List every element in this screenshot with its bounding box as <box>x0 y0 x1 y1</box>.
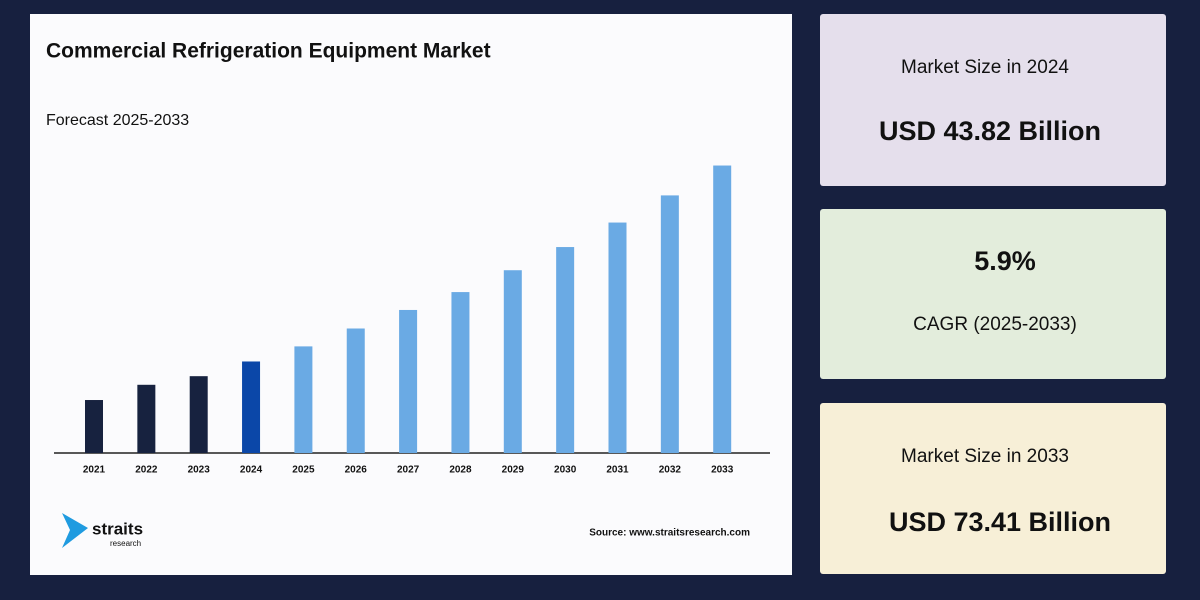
card-value: USD 73.41 Billion <box>889 507 1111 537</box>
logo-name: straits <box>92 519 143 538</box>
x-tick-label: 2033 <box>711 465 734 476</box>
logo-icon <box>62 513 88 548</box>
bar <box>556 247 575 453</box>
x-tick-label: 2032 <box>659 465 682 476</box>
x-tick-label: 2021 <box>83 465 106 476</box>
card-label: CAGR (2025-2033) <box>913 314 1077 335</box>
x-tick-label: 2028 <box>449 465 472 476</box>
x-tick-label: 2024 <box>240 465 263 476</box>
card-value: 5.9% <box>974 246 1036 276</box>
x-tick-label: 2031 <box>606 465 629 476</box>
bar <box>85 400 103 453</box>
chart-subtitle: Forecast 2025-2033 <box>46 112 189 129</box>
x-tick-label: 2025 <box>292 465 315 476</box>
bar <box>137 384 156 453</box>
chart-title: Commercial Refrigeration Equipment Marke… <box>46 40 491 63</box>
card-label: Market Size in 2024 <box>901 57 1069 78</box>
x-tick-label: 2026 <box>345 465 368 476</box>
source: Source: www.straitsresearch.com <box>589 528 750 539</box>
x-tick-label: 2029 <box>502 465 525 476</box>
x-tick-label: 2023 <box>188 465 211 476</box>
x-tick-label: 2027 <box>397 465 420 476</box>
card <box>820 403 1166 574</box>
card-label: Market Size in 2033 <box>901 446 1069 467</box>
x-tick-label: 2022 <box>135 465 158 476</box>
card <box>820 14 1166 186</box>
bar <box>608 222 627 453</box>
bar <box>346 328 365 453</box>
card <box>820 209 1166 379</box>
bar <box>189 376 208 453</box>
bar <box>294 346 313 453</box>
bar <box>660 195 679 453</box>
bar <box>503 270 522 453</box>
bar <box>399 309 418 453</box>
x-tick-label: 2030 <box>554 465 577 476</box>
card-value: USD 43.82 Billion <box>879 116 1101 146</box>
logo-sub: research <box>110 539 141 548</box>
bar <box>713 165 732 453</box>
logo: straits research <box>62 513 143 548</box>
bar <box>451 292 470 453</box>
bar <box>242 361 261 453</box>
